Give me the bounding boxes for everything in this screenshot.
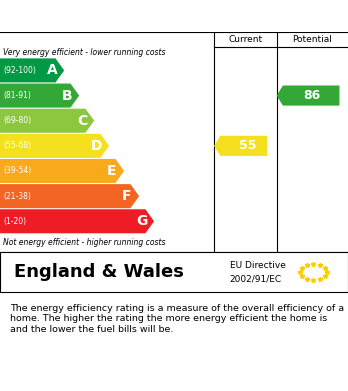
Text: B: B bbox=[62, 89, 72, 102]
Text: A: A bbox=[47, 63, 57, 77]
Text: D: D bbox=[91, 139, 103, 153]
Text: (55-68): (55-68) bbox=[3, 142, 32, 151]
Polygon shape bbox=[0, 134, 109, 158]
Text: England & Wales: England & Wales bbox=[14, 263, 184, 281]
Text: The energy efficiency rating is a measure of the overall efficiency of a home. T: The energy efficiency rating is a measur… bbox=[10, 304, 345, 334]
Polygon shape bbox=[0, 184, 139, 208]
Text: (39-54): (39-54) bbox=[3, 167, 32, 176]
Polygon shape bbox=[0, 209, 154, 233]
Text: C: C bbox=[77, 114, 87, 128]
Text: Potential: Potential bbox=[292, 35, 332, 44]
Polygon shape bbox=[0, 159, 124, 183]
Polygon shape bbox=[0, 109, 94, 133]
Text: (1-20): (1-20) bbox=[3, 217, 26, 226]
Text: Current: Current bbox=[228, 35, 262, 44]
Text: (81-91): (81-91) bbox=[3, 91, 31, 100]
Text: 86: 86 bbox=[303, 89, 320, 102]
Text: EU Directive: EU Directive bbox=[230, 262, 286, 271]
Text: 2002/91/EC: 2002/91/EC bbox=[230, 275, 282, 284]
Text: 55: 55 bbox=[239, 139, 256, 152]
Text: (21-38): (21-38) bbox=[3, 192, 31, 201]
Polygon shape bbox=[0, 84, 79, 108]
Polygon shape bbox=[277, 86, 339, 106]
Text: Not energy efficient - higher running costs: Not energy efficient - higher running co… bbox=[3, 238, 166, 247]
Text: F: F bbox=[122, 189, 132, 203]
Polygon shape bbox=[0, 58, 64, 83]
Text: E: E bbox=[107, 164, 117, 178]
Text: (69-80): (69-80) bbox=[3, 116, 32, 125]
Text: (92-100): (92-100) bbox=[3, 66, 36, 75]
Text: Energy Efficiency Rating: Energy Efficiency Rating bbox=[10, 7, 239, 25]
Text: Very energy efficient - lower running costs: Very energy efficient - lower running co… bbox=[3, 48, 166, 57]
Text: G: G bbox=[136, 214, 148, 228]
Polygon shape bbox=[214, 136, 267, 156]
